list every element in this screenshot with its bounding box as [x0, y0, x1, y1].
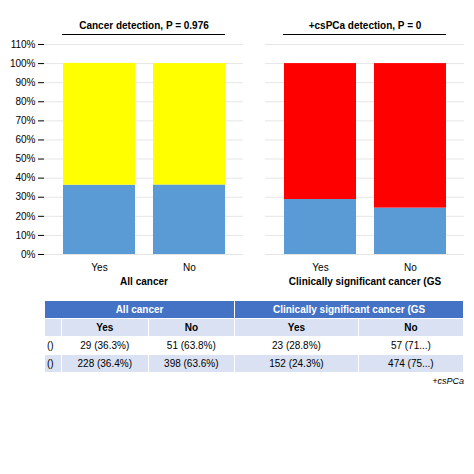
html-text:29 (36.3%): 29 (36.3%) — [80, 340, 130, 351]
svg-text:Clinically significant cancer: Clinically significant cancer (GS — [289, 276, 442, 287]
html-text:57 (71...): 57 (71...) — [390, 340, 431, 351]
svg-text:Cancer detection, P = 0.976: Cancer detection, P = 0.976 — [79, 20, 209, 31]
svg-text:30%: 30% — [15, 191, 35, 202]
html-text:Yes: Yes — [96, 322, 114, 333]
svg-text:Yes: Yes — [91, 262, 107, 273]
html-text:No: No — [184, 322, 198, 333]
html-text:398 (63.6%): 398 (63.6%) — [164, 358, 219, 369]
svg-text:All cancer: All cancer — [120, 276, 168, 287]
html-text:474 (75...): 474 (75...) — [388, 358, 434, 369]
svg-text:0%: 0% — [21, 249, 36, 260]
svg-text:40%: 40% — [15, 172, 35, 183]
html-text:228 (36.4%): 228 (36.4%) — [77, 358, 132, 369]
svg-text:80%: 80% — [15, 96, 35, 107]
svg-text:No: No — [404, 262, 417, 273]
svg-text:10%: 10% — [15, 230, 35, 241]
svg-text:Yes: Yes — [312, 262, 328, 273]
html-text:All cancer: All cancer — [115, 304, 164, 315]
svg-text:No: No — [183, 262, 196, 273]
html-text:51 (63.8%): 51 (63.8%) — [166, 340, 216, 351]
svg-text:50%: 50% — [15, 153, 35, 164]
svg-text:+csPCa detection, P = 0: +csPCa detection, P = 0 — [309, 20, 422, 31]
html-text:152 (24.3%): 152 (24.3%) — [269, 358, 324, 369]
svg-text:60%: 60% — [15, 134, 35, 145]
html-text:No: No — [404, 322, 418, 333]
svg-text:100%: 100% — [10, 58, 36, 69]
html-text:Yes: Yes — [287, 322, 306, 333]
svg-text:20%: 20% — [15, 211, 35, 222]
html-text:Clinically significant cancer: Clinically significant cancer (GS — [272, 304, 426, 315]
html-text:23 (28.8%): 23 (28.8%) — [272, 340, 321, 351]
svg-text:90%: 90% — [15, 77, 35, 88]
html-text:+csPCa: +csPCa — [432, 376, 464, 386]
svg-text:110%: 110% — [11, 39, 36, 50]
svg-text:70%: 70% — [15, 115, 35, 126]
